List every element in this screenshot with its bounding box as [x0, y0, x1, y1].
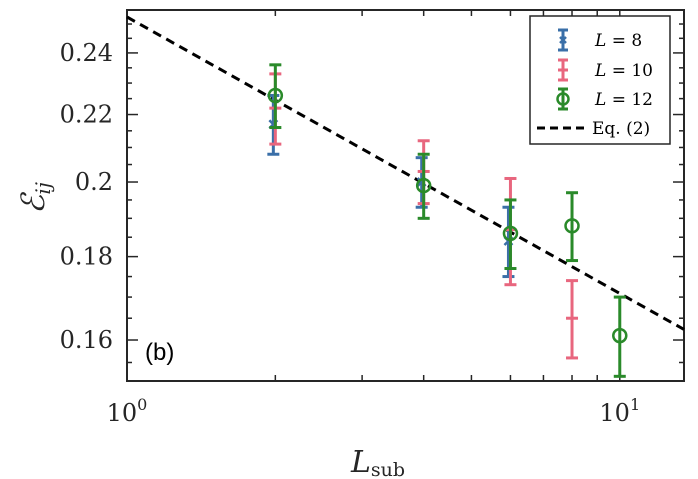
legend-entry-2: L = 12 [556, 87, 653, 111]
y-axis-label-sub: ij [31, 182, 55, 195]
legend: L = 8 L = 10 L = 12 Eq. (2) [529, 15, 671, 145]
legend-label: L = 12 [594, 90, 653, 110]
x-axis-label-main: L [350, 445, 371, 479]
y-axis-label-main: ℰ [14, 191, 52, 214]
legend-box [529, 15, 671, 145]
fit-line-group [126, 15, 685, 331]
legend-entry-0: L = 8 [558, 28, 642, 52]
data-point-circle [502, 225, 519, 242]
y-tick-label: 0.18 [60, 243, 113, 271]
data-point-circle [612, 327, 628, 344]
legend-entry-fit: Eq. (2) [537, 119, 650, 139]
data-point-circle [415, 177, 432, 194]
y-axis-label: ℰij [14, 182, 55, 214]
data-point-circle [564, 218, 580, 234]
series-0 [267, 93, 515, 279]
plot-frame [126, 9, 685, 382]
legend-marker-circle [556, 92, 570, 106]
y-tick-label: 0.2 [75, 168, 113, 196]
data-point-circle [267, 87, 284, 104]
legend-label: L = 8 [594, 31, 642, 51]
x-tick-label: 101 [599, 395, 640, 427]
x-tick-label: 100 [107, 395, 148, 427]
axis-ticks [126, 9, 684, 381]
tick-labels: 100 101 0.16 0.18 0.2 0.22 0.24 [60, 39, 641, 427]
x-axis-label: Lsub [350, 445, 405, 479]
legend-fit-label: Eq. (2) [592, 119, 650, 139]
legend-label: L = 10 [594, 61, 653, 81]
panel-label: (b) [145, 339, 174, 366]
y-tick-label: 0.16 [60, 326, 113, 354]
y-tick-label: 0.22 [60, 101, 113, 129]
x-axis-label-sub: sub [371, 459, 405, 479]
legend-marker-x [559, 36, 567, 44]
axes-frame [126, 9, 685, 382]
fit-line [126, 15, 685, 331]
legend-entry-1: L = 10 [558, 58, 653, 82]
y-tick-label: 0.24 [60, 39, 113, 67]
series-2 [267, 63, 628, 378]
series-group [267, 63, 628, 378]
